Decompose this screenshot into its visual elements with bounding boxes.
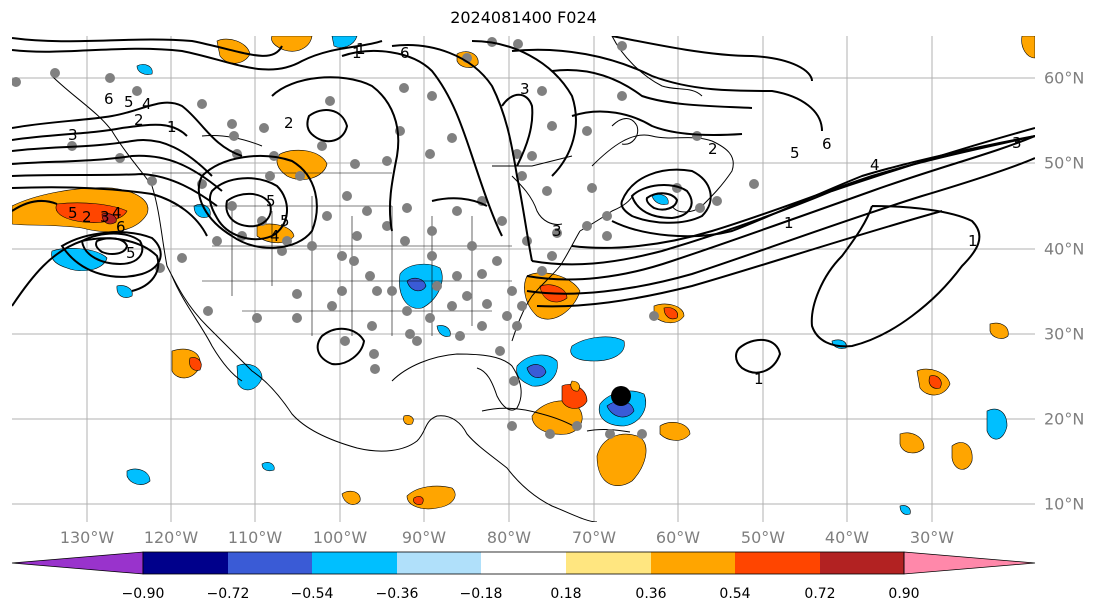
colorbar-segment [651,552,735,574]
weather-map: 6 5 4 2 1 3 5 4 2 3 6 5 2 1 6 5 5 4 3 1 … [12,36,1035,522]
lon-label: 30°W [909,528,955,547]
lat-label: 10°N [1044,494,1085,514]
contour-label: 3 [552,222,562,240]
contour-labels: 6 5 4 2 1 3 5 4 2 3 6 5 2 1 6 5 5 4 3 1 … [68,40,1022,388]
contour-label: 3 [68,126,78,144]
contour-label: 5 [126,244,136,262]
contour-label: 4 [870,156,880,174]
colorbar-label: 0.18 [550,586,582,602]
contour-label: 2 [708,140,718,158]
colorbar-label: −0.18 [459,586,503,602]
state-boundaries [152,172,512,336]
colorbar-segment [11,551,144,575]
colorbar-label: −0.90 [121,586,165,602]
colorbar-segment [312,552,397,574]
contour-label: 1 [356,40,366,58]
lon-label: 50°W [740,528,786,547]
contour-label: 2 [82,208,92,226]
contour-label: 6 [104,90,114,108]
colorbar-label: −0.54 [290,586,334,602]
colorbar-label: −0.36 [375,586,419,602]
lon-label: 40°W [824,528,870,547]
contour-label: 3 [100,208,110,226]
contour-label: 5 [280,212,290,230]
storm-center-marker [611,386,631,406]
colorbar-segment [397,552,481,574]
colorbar-label: 0.54 [719,586,751,602]
colorbar-segment [735,552,820,574]
contour-label: 1 [754,370,764,388]
lat-label: 60°N [1044,68,1085,88]
contour-label: 6 [116,218,126,236]
contour-label: 1 [968,232,978,250]
colorbar [0,548,1105,578]
contour-label: 1 [784,214,794,232]
colorbar-label: −0.72 [206,586,250,602]
contour-label: 6 [400,44,410,62]
colorbar-segment [820,552,904,574]
colorbar-label: 0.72 [804,586,836,602]
height-contours [12,36,1035,374]
contour-label: 1 [352,44,362,62]
contour-label: 5 [790,144,800,162]
contour-label: 3 [1012,134,1022,152]
gridlines [12,36,1035,522]
lat-label: 30°N [1044,324,1085,344]
lon-label: 130°W [59,528,115,547]
contour-label: 5 [266,192,276,210]
lat-label: 40°N [1044,239,1085,259]
contour-label: 2 [284,114,294,132]
colorbar-label: 0.90 [888,586,920,602]
anomaly-positive-rockies [276,149,328,180]
colorbar-segment [903,551,1036,575]
lon-label: 70°W [571,528,617,547]
contour-label: 4 [112,204,122,222]
lat-label: 20°N [1044,409,1085,429]
anomaly-shading [12,36,1035,515]
lat-label: 50°N [1044,153,1085,173]
colorbar-segment [566,552,651,574]
contour-label: 4 [142,95,152,113]
contour-label: 5 [68,204,78,222]
lon-label: 80°W [486,528,532,547]
colorbar-label: 0.36 [635,586,667,602]
colorbar-segment [143,552,228,574]
lon-label: 120°W [143,528,199,547]
contour-label: 3 [520,80,530,98]
colorbar-segment [481,552,566,574]
lon-label: 110°W [227,528,283,547]
lon-label: 90°W [401,528,447,547]
lon-label: 60°W [655,528,701,547]
contour-label: 2 [134,111,144,129]
contour-label: 6 [822,135,832,153]
colorbar-segment [228,552,312,574]
contour-label: 1 [167,118,177,136]
map-title: 2024081400 F024 [450,8,597,27]
contour-label: 5 [124,93,134,111]
contour-label: 4 [270,227,280,245]
lon-label: 100°W [312,528,368,547]
